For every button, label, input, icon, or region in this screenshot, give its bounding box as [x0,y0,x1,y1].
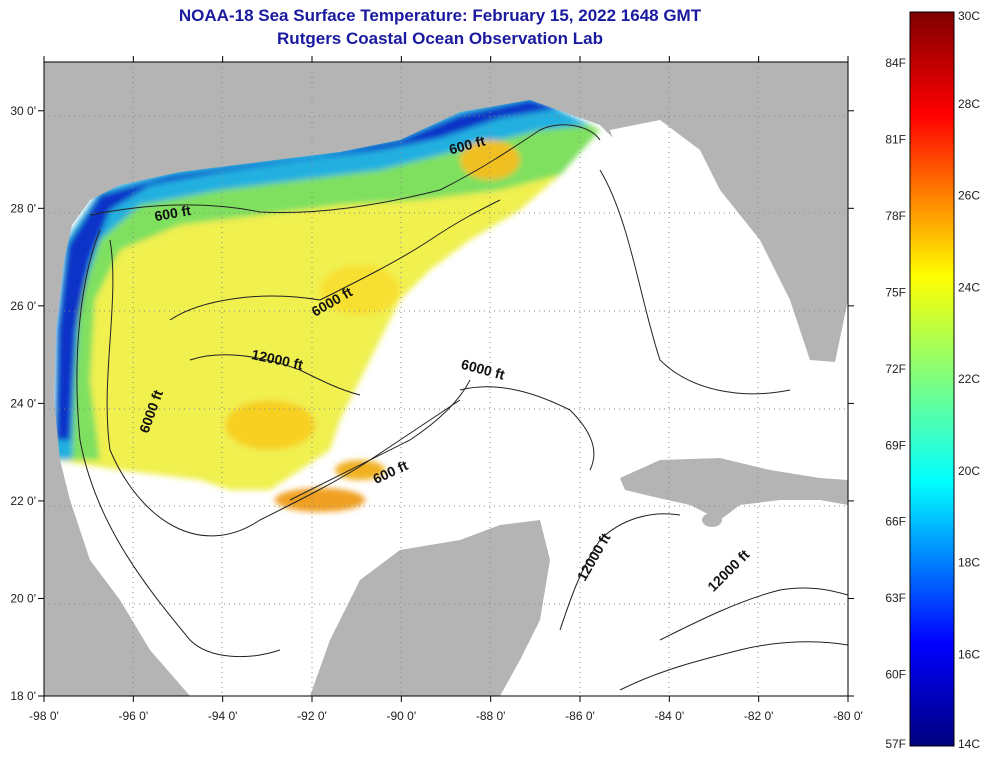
y-tick-label: 18 0' [10,689,36,703]
x-tick-label: -92 0' [297,709,327,723]
x-tick-label: -80 0' [833,709,863,723]
x-tick-label: -88 0' [476,709,506,723]
x-tick-label: -98 0' [29,709,59,723]
colorbar-celsius-label: 26C [958,189,980,203]
colorbar-fahrenheit-label: 57F [885,737,906,751]
colorbar-fahrenheit-label: 63F [885,591,906,605]
x-tick-label: -84 0' [655,709,685,723]
colorbar-fahrenheit-label: 84F [885,56,906,70]
colorbar-celsius-label: 20C [958,464,980,478]
map-border [43,61,849,697]
colorbar-celsius-label: 18C [958,556,980,570]
sst-warm-patch [275,488,365,512]
nodata-region [610,120,720,250]
contour-600ft [289,379,471,501]
y-tick-label: 30 0' [10,104,36,118]
y-tick-label: 24 0' [10,396,36,410]
contour-6000ft [169,199,501,321]
contour-6000ft [459,386,595,471]
contour-6000ft [619,641,848,691]
contour-600ft [89,124,601,216]
contour-label: 600 ft [153,202,192,224]
map-subtitle: Rutgers Coastal Ocean Observation Lab [277,29,603,48]
sst-warm-patch [460,140,520,180]
colorbar-fahrenheit-label: 81F [885,132,906,146]
sst-warm-patch [335,460,385,480]
colorbar-celsius-label: 30C [958,9,980,23]
colorbar-celsius-label: 24C [958,280,980,294]
sst-coastal-cool [54,95,590,460]
sst-data-layer [54,95,600,512]
colorbar-fahrenheit-label: 72F [885,362,906,376]
bathymetry-contours [76,124,848,691]
colorbar-fahrenheit-label: 78F [885,209,906,223]
axis-layer: -98 0' -96 0' -94 0' -92 0' -90 0' -88 0' -86 … [10,56,863,723]
sst-warm-patch [225,400,315,450]
land-north-america [44,62,848,696]
y-tick-label: 26 0' [10,299,36,313]
colorbar-celsius-label: 16C [958,647,980,661]
contour-12000ft [659,587,848,641]
land-island [702,513,722,527]
contour-600ft [76,229,281,658]
sst-warm-patch [320,265,400,315]
x-tick-label: -90 0' [387,709,417,723]
colorbar-celsius-label: 28C [958,97,980,111]
colorbar-fahrenheit-label: 75F [885,285,906,299]
graticule [44,62,848,696]
colorbar-fahrenheit-label: 60F [885,668,906,682]
colorbar-labels: 30C 28C 26C 24C 22C 20C 18C 16C 14C 84F 81F 78F 75F 7… [885,9,980,751]
map-title: NOAA-18 Sea Surface Temperature: Februar… [178,6,702,25]
x-tick-label: -94 0' [208,709,238,723]
colorbar-fahrenheit-label: 66F [885,515,906,529]
contour-12000ft [559,513,681,631]
x-tick-label: -96 0' [119,709,149,723]
x-tick-label: -82 0' [744,709,774,723]
contour-6000ft [599,169,791,395]
contour-12000ft [189,354,361,396]
colorbar-celsius-label: 14C [958,737,980,751]
colorbar: 30C 28C 26C 24C 22C 20C 18C 16C 14C 84F 81F 78F 75F 7… [885,9,980,751]
land-cuba [620,458,848,520]
contour-6000ft [106,239,461,537]
colorbar-gradient [909,11,955,747]
y-tick-label: 28 0' [10,201,36,215]
x-tick-label: -86 0' [565,709,595,723]
y-tick-label: 20 0' [10,591,36,605]
colorbar-fahrenheit-label: 69F [885,438,906,452]
colorbar-celsius-label: 22C [958,372,980,386]
y-tick-label: 22 0' [10,494,36,508]
